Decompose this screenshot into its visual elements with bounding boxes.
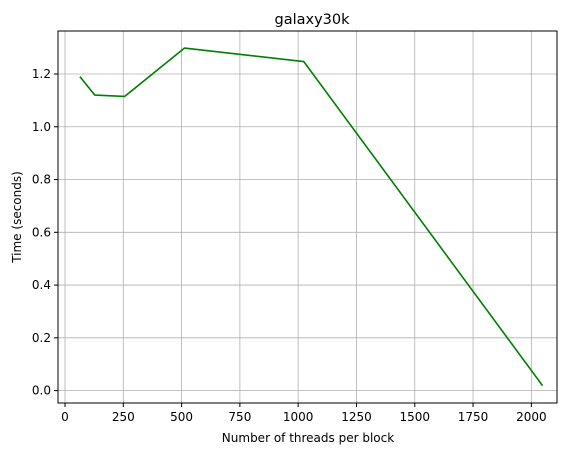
y-tick-label: 0.8: [32, 173, 51, 187]
x-tick-label: 250: [112, 410, 135, 424]
y-axis-label: Time (seconds): [10, 171, 24, 264]
x-tick-label: 1750: [458, 410, 489, 424]
x-tick-label: 2000: [516, 410, 547, 424]
chart-title: galaxy30k: [274, 12, 350, 28]
x-tick-label: 1000: [283, 410, 314, 424]
x-tick-label: 750: [228, 410, 251, 424]
x-tick-label: 0: [61, 410, 69, 424]
y-tick-label: 1.0: [32, 120, 51, 134]
y-tick-label: 1.2: [32, 67, 51, 81]
y-tick-label: 0.6: [32, 225, 51, 239]
y-tick-label: 0.0: [32, 384, 51, 398]
y-tick-label: 0.2: [32, 331, 51, 345]
x-tick-label: 1500: [399, 410, 430, 424]
x-axis-label: Number of threads per block: [222, 431, 394, 445]
plot-frame: [57, 30, 558, 404]
x-tick-label: 1250: [341, 410, 372, 424]
series-layer: [79, 47, 544, 387]
y-tick-label: 0.4: [32, 278, 51, 292]
ticks: 0 250 500 750 1000 1250 1500 1750 2000 0.0 0.2 0.4 0…: [32, 67, 547, 424]
grid: [58, 31, 557, 403]
x-tick-label: 500: [170, 410, 193, 424]
series-line: [79, 47, 544, 387]
